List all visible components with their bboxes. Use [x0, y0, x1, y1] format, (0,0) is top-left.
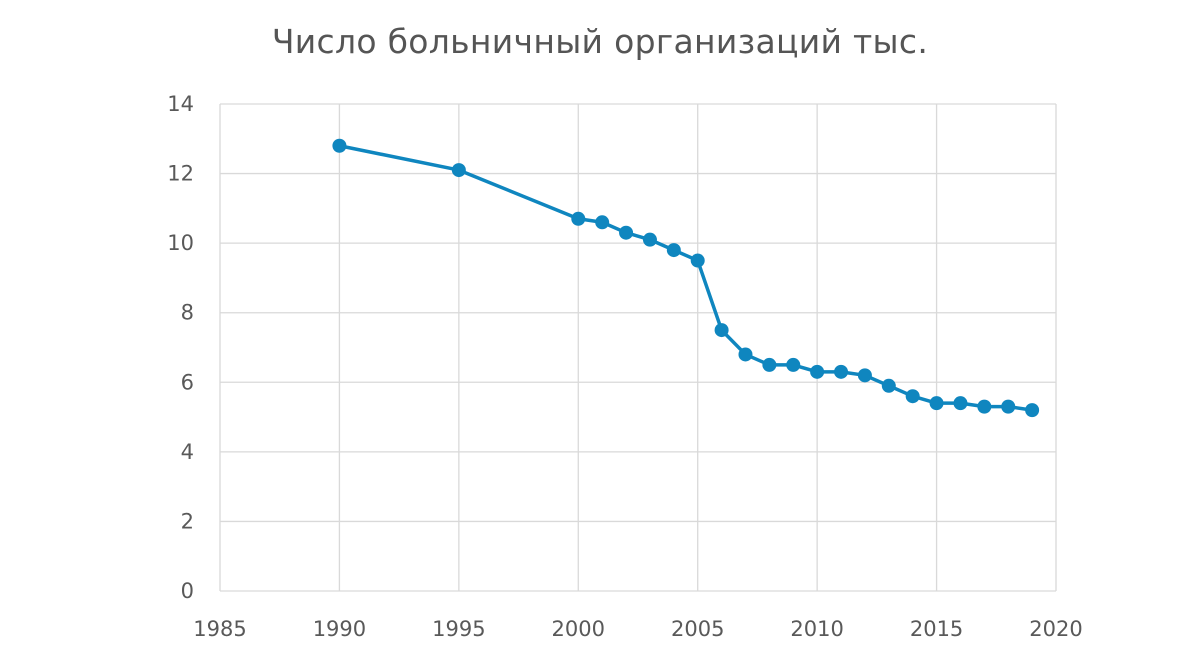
x-tick-label: 2010 [790, 617, 843, 641]
data-point [977, 399, 992, 414]
x-tick-label: 1995 [432, 617, 485, 641]
data-point [332, 138, 347, 153]
data-point [929, 396, 944, 411]
chart-title: Число больничный организаций тыс. [271, 22, 929, 61]
data-point [571, 211, 586, 226]
y-tick-label: 10 [167, 231, 194, 255]
y-tick-label: 4 [181, 440, 194, 464]
data-point [881, 378, 896, 393]
data-point [690, 253, 705, 268]
y-tick-label: 12 [167, 162, 194, 186]
data-point [857, 368, 872, 383]
x-tick-label: 2005 [671, 617, 724, 641]
y-tick-label: 2 [181, 509, 194, 533]
data-point [1025, 403, 1040, 418]
data-point [451, 163, 466, 178]
data-point [834, 364, 849, 379]
data-point [619, 225, 634, 240]
data-point [786, 357, 801, 372]
data-point [1001, 399, 1016, 414]
x-tick-label: 2020 [1029, 617, 1082, 641]
data-point [666, 243, 681, 258]
data-point [953, 396, 968, 411]
x-tick-label: 2000 [552, 617, 605, 641]
x-tick-label: 2015 [910, 617, 963, 641]
data-point [738, 347, 753, 362]
data-point [905, 389, 920, 404]
x-tick-label: 1985 [193, 617, 246, 641]
data-point [762, 357, 777, 372]
y-tick-label: 14 [167, 92, 194, 116]
y-tick-label: 6 [181, 370, 194, 394]
x-tick-label: 1990 [313, 617, 366, 641]
y-tick-label: 0 [181, 579, 194, 603]
series-line [337, 143, 1034, 412]
data-point [642, 232, 657, 247]
data-point [714, 323, 729, 338]
y-tick-label: 8 [181, 301, 194, 325]
data-point [810, 364, 825, 379]
data-point [595, 215, 610, 230]
